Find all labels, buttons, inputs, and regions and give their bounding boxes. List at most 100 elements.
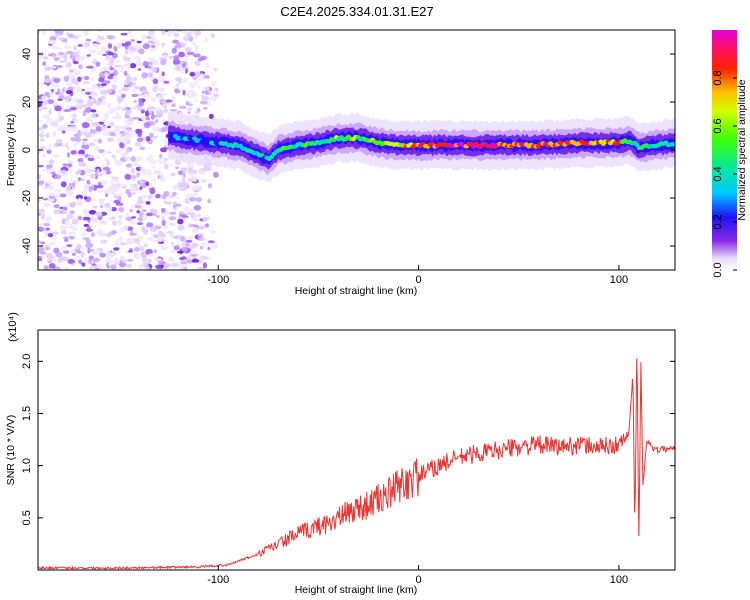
noise-cell xyxy=(92,249,101,255)
noise-cell xyxy=(41,152,47,158)
noise-cell xyxy=(62,236,69,240)
noise-cell xyxy=(173,32,180,38)
noise-cell xyxy=(66,152,70,158)
noise-cell xyxy=(102,53,108,57)
noise-cell xyxy=(54,174,62,180)
spectrogram-xlabel: Height of straight line (km) xyxy=(295,285,418,297)
noise-cell xyxy=(148,154,153,160)
y-tick-label: 0 xyxy=(21,147,33,153)
noise-cell xyxy=(184,67,188,74)
noise-cell xyxy=(44,66,52,71)
noise-cell xyxy=(145,201,151,205)
noise-cell xyxy=(181,176,186,182)
noise-cell xyxy=(154,40,161,46)
noise-cell xyxy=(198,171,206,175)
noise-cell xyxy=(124,263,133,268)
noise-cell xyxy=(210,95,218,102)
noise-cell xyxy=(201,96,210,102)
noise-cell xyxy=(90,113,97,119)
noise-cell xyxy=(188,95,195,98)
noise-cell xyxy=(171,103,176,108)
noise-cell xyxy=(163,92,167,96)
noise-cell xyxy=(95,61,101,67)
noise-cell xyxy=(77,197,82,204)
noise-cell xyxy=(109,200,115,204)
noise-cell xyxy=(129,63,137,69)
noise-cell xyxy=(161,71,165,77)
noise-cell xyxy=(188,103,193,106)
noise-cell xyxy=(137,68,142,71)
noise-cell xyxy=(116,185,121,190)
noise-cell xyxy=(90,109,97,113)
colorbar-ticks: 0.0 0.2 0.4 0.6 0.8 xyxy=(712,70,737,278)
noise-cell xyxy=(202,262,207,269)
noise-cell xyxy=(137,61,143,67)
noise-cell xyxy=(56,88,61,92)
noise-cell xyxy=(138,156,142,161)
noise-cell xyxy=(67,259,75,264)
noise-cell xyxy=(43,222,51,227)
colorbar-gradient xyxy=(712,30,737,270)
noise-cell xyxy=(81,262,86,267)
noise-cell xyxy=(124,173,132,180)
noise-cell xyxy=(158,260,164,266)
noise-cell xyxy=(107,74,114,80)
noise-cell xyxy=(81,122,90,129)
noise-cell xyxy=(163,109,169,113)
noise-cell xyxy=(171,95,176,102)
noise-cell xyxy=(42,197,49,201)
noise-cell xyxy=(62,206,68,211)
noise-cell xyxy=(131,47,136,52)
colorbar-tick-label: 0.0 xyxy=(712,262,724,277)
noise-cell xyxy=(83,42,91,48)
noise-cell xyxy=(144,266,151,270)
noise-cell xyxy=(67,163,73,168)
noise-cell xyxy=(51,255,57,262)
noise-cell xyxy=(175,65,181,72)
spectrogram-frame xyxy=(37,29,676,271)
noise-cell xyxy=(101,180,108,185)
noise-cell xyxy=(185,47,192,53)
spectrogram-ylabel: Frequency (Hz) xyxy=(5,114,17,186)
noise-cell xyxy=(204,37,209,43)
noise-cell xyxy=(52,131,57,138)
noise-cell xyxy=(141,34,147,40)
noise-cell xyxy=(38,212,42,217)
noise-cell xyxy=(133,238,141,244)
noise-cell xyxy=(169,211,177,215)
noise-cell xyxy=(106,35,114,39)
noise-cell xyxy=(49,241,56,246)
noise-cell xyxy=(146,222,154,228)
noise-cell xyxy=(132,89,137,93)
noise-cell xyxy=(206,99,211,107)
noise-cell xyxy=(73,255,82,260)
noise-cell xyxy=(85,168,90,174)
y-tick-label: 2.0 xyxy=(21,354,33,369)
noise-cell xyxy=(90,83,99,90)
noise-cell xyxy=(147,195,153,200)
noise-cell xyxy=(131,204,135,209)
noise-cell xyxy=(73,141,78,148)
noise-cell xyxy=(88,119,93,123)
noise-cell xyxy=(77,76,82,82)
noise-cell xyxy=(84,107,92,113)
noise-cell xyxy=(160,54,169,58)
noise-cell xyxy=(127,191,132,198)
noise-cell xyxy=(160,207,166,213)
noise-cell xyxy=(186,51,195,56)
noise-cell xyxy=(115,160,123,167)
noise-cell xyxy=(58,95,65,99)
noise-cell xyxy=(149,158,157,165)
noise-cell xyxy=(70,78,78,84)
noise-cell xyxy=(111,220,117,226)
noise-cell xyxy=(103,113,110,118)
noise-cell xyxy=(136,40,142,44)
noise-cell xyxy=(88,210,97,215)
noise-cell xyxy=(77,216,82,221)
noise-cell xyxy=(82,142,87,146)
noise-cell xyxy=(150,96,157,102)
noise-cell xyxy=(43,202,51,208)
spectrogram-ticks: -100 0 100 -40 -20 0 20 40 xyxy=(21,48,675,286)
figure-title: C2E4.2025.334.01.31.E27 xyxy=(280,4,433,19)
noise-cell xyxy=(136,106,143,111)
